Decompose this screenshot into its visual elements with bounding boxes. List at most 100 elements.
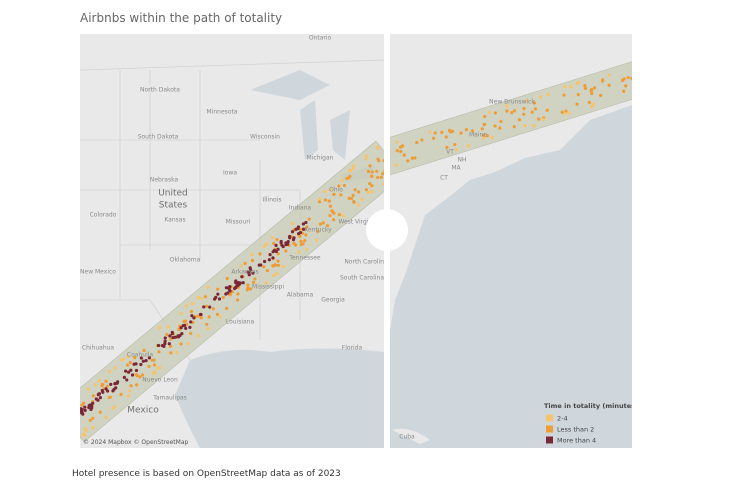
airbnb-dot (130, 373, 135, 377)
airbnb-dot (126, 394, 130, 398)
airbnb-dot (177, 327, 181, 332)
airbnb-dot (490, 135, 494, 140)
airbnb-dot (342, 183, 347, 188)
left-map: Ontario North Dakota Minnesota South Dakota… (66, 34, 384, 448)
airbnb-dot (341, 214, 345, 218)
airbnb-dot (188, 325, 192, 329)
airbnb-dot (264, 281, 268, 285)
airbnb-dot (272, 241, 276, 245)
place-label: Kansas (164, 217, 185, 224)
airbnb-dot (498, 126, 502, 130)
airbnb-dot (440, 130, 444, 134)
airbnb-dot (153, 370, 157, 374)
airbnb-dot (152, 363, 157, 367)
airbnb-dot (91, 426, 95, 430)
airbnb-dot (182, 319, 186, 323)
airbnb-dot (80, 403, 84, 407)
airbnb-dot (70, 417, 73, 420)
place-label: Arkansas (231, 269, 258, 276)
airbnb-dot (348, 169, 352, 173)
place-label: Ohio (329, 187, 343, 194)
airbnb-dot (169, 351, 173, 355)
airbnb-dot (347, 175, 351, 180)
airbnb-dot (410, 156, 414, 160)
airbnb-dot (124, 369, 128, 373)
airbnb-dot (91, 401, 95, 405)
airbnb-dot (179, 312, 183, 316)
airbnb-dot (328, 213, 332, 218)
airbnb-dot (190, 302, 194, 306)
airbnb-dot (379, 175, 383, 179)
airbnb-dot (217, 297, 222, 301)
airbnb-dot (141, 359, 145, 363)
airbnb-dot (234, 280, 238, 285)
airbnb-dot (171, 335, 175, 340)
airbnb-dot (190, 314, 194, 318)
place-label: Kentucky (304, 227, 332, 234)
airbnb-dot (97, 379, 101, 383)
airbnb-dot (208, 305, 212, 309)
airbnb-dot (349, 196, 354, 201)
airbnb-dot (601, 79, 605, 83)
place-label: MA (451, 165, 461, 172)
airbnb-dot (363, 157, 368, 161)
airbnb-dot (243, 261, 247, 265)
airbnb-dot (493, 111, 497, 115)
airbnb-dot (114, 386, 118, 390)
airbnb-dot (339, 193, 343, 197)
airbnb-dot (167, 342, 171, 346)
airbnb-dot (332, 211, 336, 215)
airbnb-dot (281, 245, 285, 249)
airbnb-dot (337, 212, 341, 217)
airbnb-dot (125, 363, 130, 367)
airbnb-dot (215, 312, 220, 316)
place-label: Iowa (223, 170, 237, 177)
airbnb-dot (135, 383, 139, 387)
airbnb-dot (522, 112, 526, 116)
airbnb-dot (66, 414, 69, 417)
airbnb-dot (184, 326, 188, 331)
airbnb-dot (291, 238, 296, 242)
airbnb-dot (168, 344, 173, 348)
place-label: Nuevo Leon (142, 377, 178, 384)
airbnb-dot (376, 175, 380, 180)
airbnb-dot (298, 230, 303, 235)
airbnb-dot (357, 203, 361, 207)
airbnb-dot (376, 157, 380, 161)
place-label: Missouri (226, 219, 251, 226)
airbnb-dot (98, 410, 102, 414)
airbnb-dot (564, 109, 568, 113)
airbnb-dot (240, 275, 244, 279)
airbnb-dot (568, 85, 573, 89)
airbnb-dot (263, 259, 267, 264)
place-label: North Dakota (140, 87, 180, 94)
airbnb-dot (129, 384, 133, 388)
place-label: Nebraska (150, 177, 179, 184)
airbnb-dot (156, 343, 161, 348)
airbnb-dot (459, 131, 463, 135)
airbnb-dot (134, 368, 139, 373)
airbnb-dot (399, 149, 403, 154)
airbnb-dot (592, 86, 597, 90)
airbnb-dot (204, 304, 209, 308)
airbnb-dot (247, 271, 251, 275)
airbnb-dot (327, 199, 332, 203)
airbnb-dot (265, 268, 269, 273)
airbnb-dot (288, 234, 292, 239)
airbnb-dot (533, 107, 537, 111)
airbnb-dot (406, 159, 410, 163)
airbnb-dot (525, 99, 529, 103)
airbnb-dot (279, 240, 283, 245)
airbnb-dot (364, 154, 368, 158)
airbnb-dot (139, 356, 143, 360)
airbnb-dot (228, 293, 232, 297)
legend-label: More than 4 (557, 437, 596, 445)
airbnb-dot (206, 327, 210, 331)
airbnb-dot (402, 153, 406, 157)
airbnb-dot (238, 281, 242, 285)
airbnb-dot (482, 122, 486, 127)
airbnb-dot (290, 221, 295, 226)
airbnb-dot (203, 295, 208, 299)
airbnb-dot (626, 75, 630, 80)
airbnb-dot (91, 394, 95, 398)
